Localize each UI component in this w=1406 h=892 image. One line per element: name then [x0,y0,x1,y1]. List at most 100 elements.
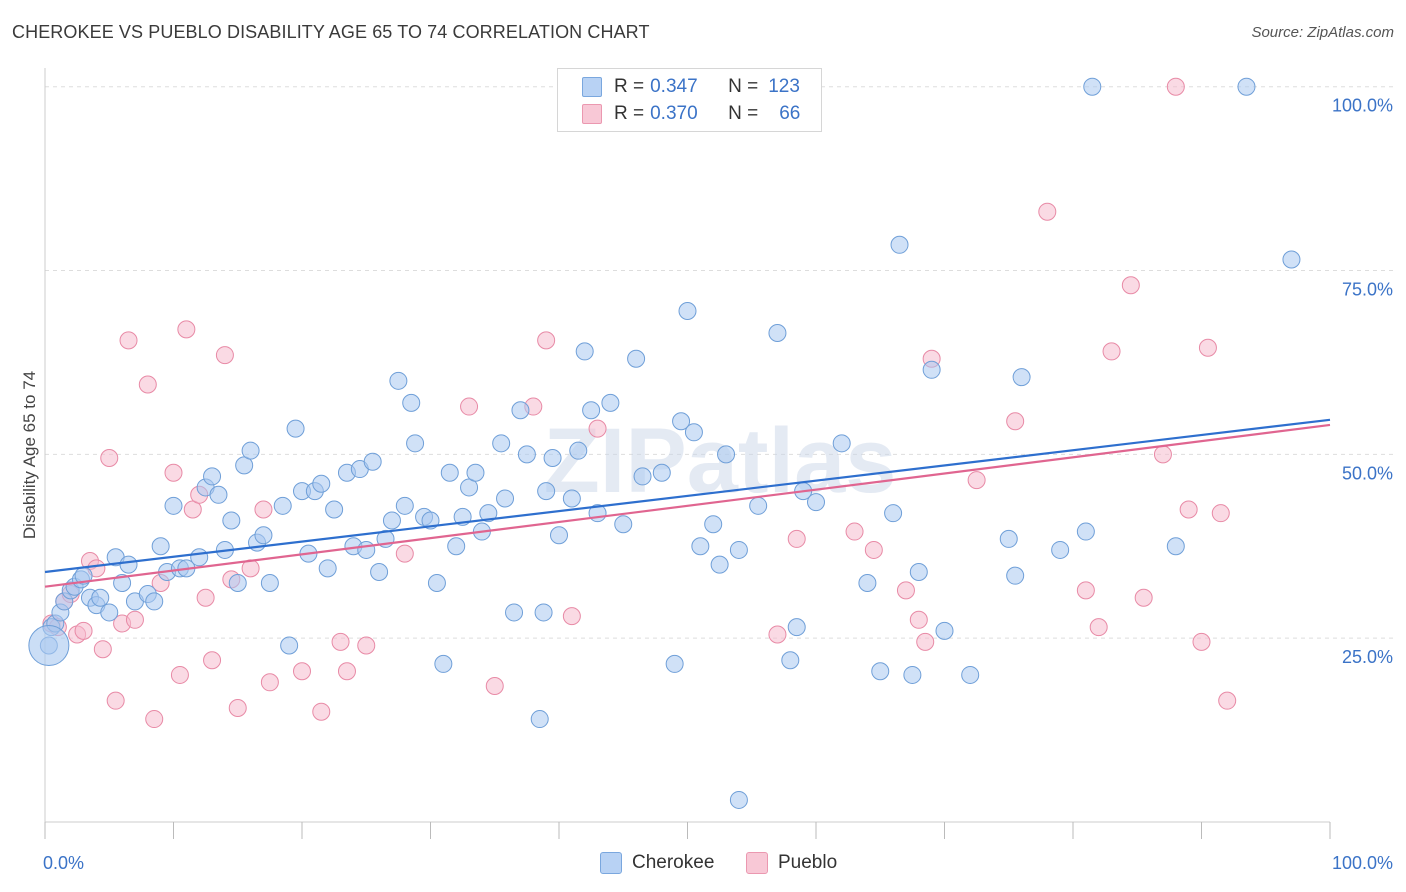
legend-label-cherokee: Cherokee [632,852,715,873]
pueblo-point [100,449,119,468]
cherokee-point [113,574,132,593]
pueblo-point [1076,581,1095,600]
cherokee-swatch [582,77,602,97]
cherokee-point [1051,540,1070,559]
pueblo-point [203,651,222,670]
correlation-legend: R = 0.347 N = 123 R = 0.370 N = 66 [557,68,822,132]
pueblo-point [1166,77,1185,96]
trend-lines [44,418,1331,588]
pueblo-swatch [746,852,768,874]
pueblo-point [254,500,273,519]
cherokee-point [164,496,183,515]
cherokee-point [254,526,273,545]
pueblo-point [215,346,234,365]
cherokee-point [434,654,453,673]
cherokee-point [704,515,723,534]
cherokee-point [402,393,421,412]
pueblo-point [293,662,311,681]
pueblo-point [164,463,183,482]
cherokee-point [884,504,903,523]
pueblo-point [1089,618,1108,637]
cherokee-trend-line [44,418,1331,574]
cherokee-point [961,665,980,684]
y-axis-label: Disability Age 65 to 74 [20,370,39,540]
y-tick-label: 25.0% [1342,647,1393,667]
pueblo-point [485,676,504,695]
cherokee-point [1076,522,1095,541]
cherokee-point [119,555,138,574]
cherokee-point [858,574,877,593]
pueblo-point [845,522,864,541]
n-label: N = [728,103,759,124]
cherokee-point [781,651,800,670]
cherokee-point [151,537,170,556]
pueblo-point [787,529,806,548]
pueblo-point [106,691,125,710]
legend-row-pueblo: R = 0.370 N = 66 [582,103,800,125]
cherokee-point [1237,77,1256,96]
pueblo-point [74,621,93,640]
pueblo-point [1134,588,1153,607]
pueblo-point [916,632,935,651]
pueblo-point [331,632,350,651]
cherokee-point [922,360,941,379]
cherokee-point [273,496,292,515]
cherokee-point [530,710,549,729]
pueblo-point [1198,338,1217,357]
cherokee-point [871,662,890,681]
cherokee-point [787,618,806,637]
cherokee-point [517,445,536,464]
n-value: 123 [768,76,800,97]
pueblo-trend-line [44,423,1331,588]
pueblo-point [228,699,247,718]
pueblo-point [588,419,607,438]
pueblo-point [1211,504,1230,523]
y-tick-label: 75.0% [1342,280,1393,300]
cherokee-point [325,500,344,519]
cherokee-points [28,77,1301,809]
pueblo-point [357,636,376,655]
pueblo-point [1192,632,1211,651]
cherokee-point [935,621,954,640]
pueblo-point [312,702,331,721]
cherokee-point [357,540,376,559]
pueblo-point [1121,276,1140,295]
pueblo-point [967,471,986,490]
cherokee-point [1083,77,1102,96]
cherokee-point [729,790,748,809]
pueblo-point [1006,412,1025,431]
series-legend: Cherokee Pueblo [0,852,1406,876]
cherokee-point [395,496,414,515]
cherokee-point [286,419,305,438]
cherokee-point [678,301,697,320]
pueblo-point [260,673,279,692]
pueblo-point [177,320,196,339]
cherokee-point [222,511,241,530]
r-value: 0.347 [650,76,698,97]
cherokee-point [717,445,736,464]
pueblo-point [337,662,356,681]
legend-row-cherokee: R = 0.347 N = 123 [582,76,800,98]
cherokee-point [318,559,337,578]
chart-title: CHEROKEE VS PUEBLO DISABILITY AGE 65 TO … [12,22,650,42]
cherokee-point [1282,250,1301,269]
cherokee-point [601,393,620,412]
pueblo-swatch [582,104,602,124]
cherokee-point [807,493,825,512]
pueblo-point [145,710,164,729]
pueblo-point [460,397,479,416]
cherokee-point [665,654,684,673]
pueblo-point [1153,445,1172,464]
pueblo-point [1218,691,1237,710]
x-tick-label: 100.0% [1332,853,1393,873]
cherokee-point [91,588,110,607]
pueblo-point [125,610,144,629]
n-value: 66 [779,103,801,124]
cherokee-point [729,540,748,559]
cherokee-point [627,349,646,368]
cherokee-point [505,603,524,622]
pueblo-point [768,625,787,644]
cherokee-point [569,441,588,460]
pueblo-point [1179,500,1198,519]
